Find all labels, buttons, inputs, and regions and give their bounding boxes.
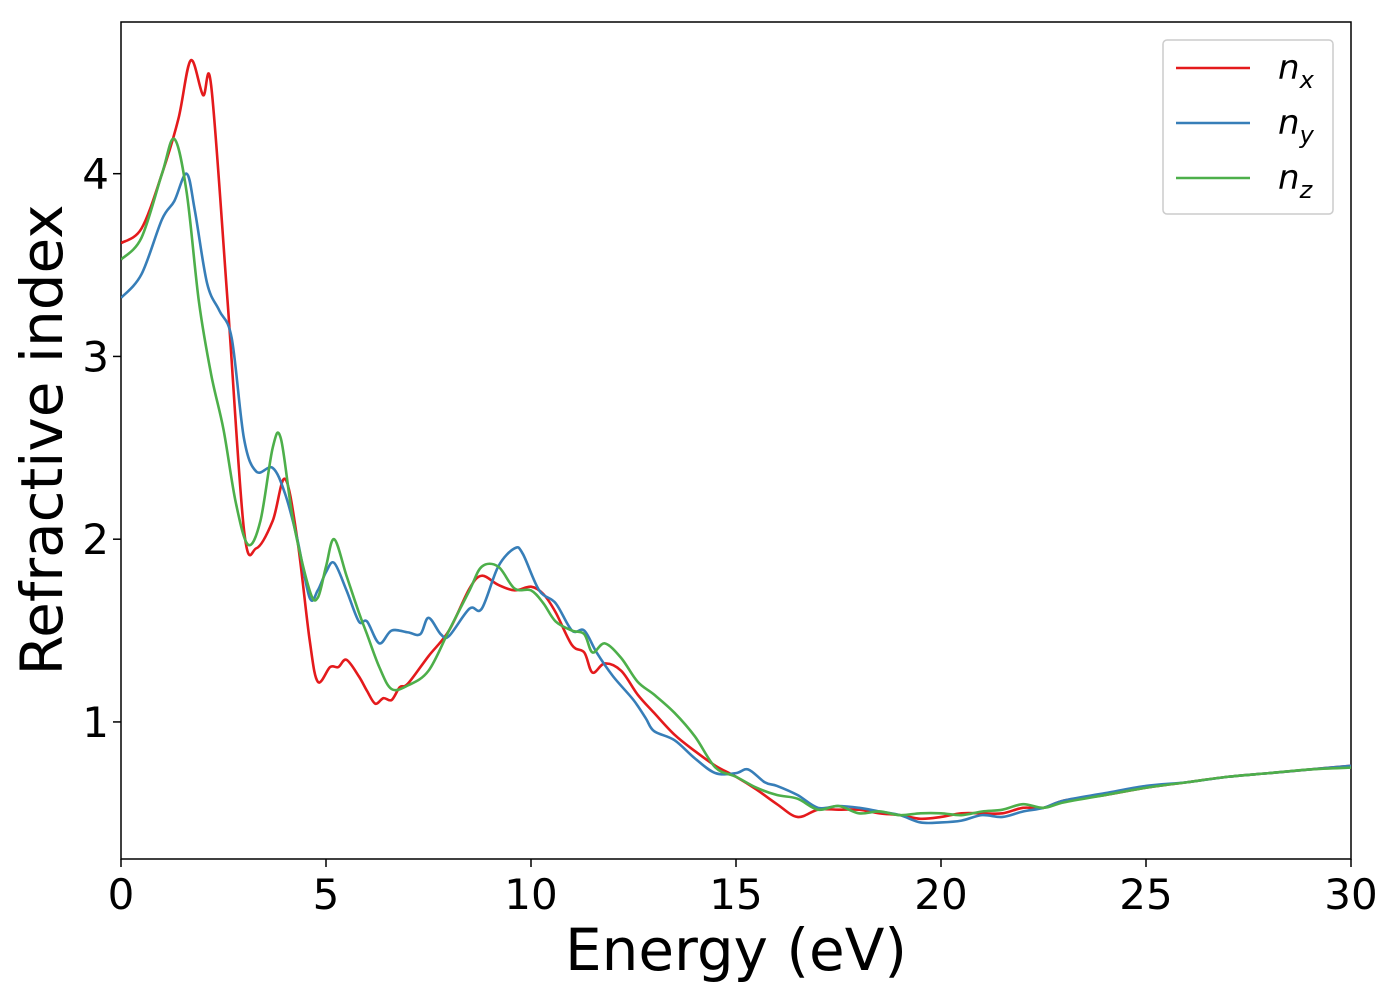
x-tick-label: 25 [1119,870,1172,919]
y-tick-label: 1 [82,698,109,747]
legend: nx ny nz [1162,39,1334,215]
legend-label-x: nx [1278,48,1315,94]
series-layer [121,59,1351,825]
y-axis-label: Refractive index [8,204,76,675]
x-axis-ticks: 0 5 10 15 20 25 30 [108,859,1378,919]
legend-box [1162,39,1334,215]
y-tick-label: 3 [82,332,109,381]
legend-label-y: ny [1278,103,1315,149]
series-line-z [121,137,1351,817]
x-tick-label: 5 [313,870,340,919]
x-tick-label: 20 [914,870,967,919]
x-axis-label: Energy (eV) [565,916,907,984]
series-line-y [121,172,1351,825]
x-tick-label: 0 [108,870,135,919]
y-tick-label: 2 [82,515,109,564]
y-tick-label: 4 [82,150,109,199]
legend-label-z: nz [1278,158,1314,204]
x-tick-label: 30 [1324,870,1377,919]
y-axis-ticks: 1 2 3 4 [82,150,121,747]
x-tick-label: 15 [709,870,762,919]
x-tick-label: 10 [504,870,557,919]
